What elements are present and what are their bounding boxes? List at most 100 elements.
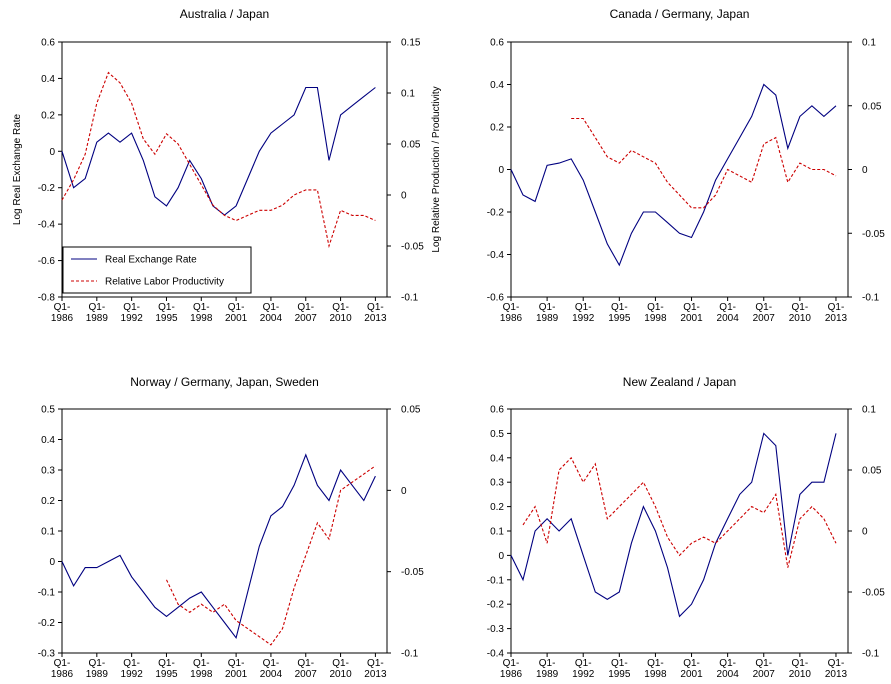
- legend-box: [62, 246, 252, 294]
- y-tick-label: 0.2: [490, 123, 504, 134]
- x-tick-label: Q1-2007: [753, 302, 776, 324]
- y-tick-label: 0: [498, 551, 504, 562]
- y-tick-label: -0.6: [487, 293, 505, 304]
- x-tick-label: Q1-1995: [155, 302, 178, 324]
- x-tick-label: Q1-2004: [717, 302, 740, 324]
- x-tick-label: Q1-1989: [536, 302, 559, 324]
- y2-tick-label: -0.1: [862, 649, 880, 660]
- y-tick-label: 0: [49, 557, 55, 568]
- y-tick-label: 0.1: [41, 527, 55, 538]
- x-tick-label: Q1-1998: [644, 658, 667, 680]
- legend-label: Relative Labor Productivity: [105, 277, 224, 288]
- x-tick-label: Q1-2004: [260, 302, 283, 324]
- x-tick-label: Q1-2001: [680, 658, 703, 680]
- x-tick-label: Q1-1992: [572, 658, 595, 680]
- y2-tick-label: 0: [862, 527, 868, 538]
- x-tick-label: Q1-2007: [295, 658, 318, 680]
- chart-title: Canada / Germany, Japan: [610, 7, 750, 21]
- x-tick-label: Q1-2013: [825, 302, 848, 324]
- series-line: [61, 453, 376, 640]
- x-tick-label: Q1-1986: [51, 302, 74, 324]
- x-tick-label: Q1-1989: [536, 658, 559, 680]
- y-tick-label: -0.8: [38, 293, 56, 304]
- series-line: [510, 83, 837, 267]
- y-tick-label: 0.4: [41, 74, 55, 85]
- x-tick-label: Q1-1995: [155, 658, 178, 680]
- series-line: [61, 71, 376, 249]
- y2-tick-label: 0: [401, 486, 407, 497]
- x-tick-label: Q1-2013: [825, 658, 848, 680]
- y-tick-label: -0.4: [487, 250, 505, 261]
- y2-tick-label: -0.1: [862, 293, 880, 304]
- series-line: [166, 465, 376, 646]
- x-tick-label: Q1-2010: [789, 658, 812, 680]
- y2-tick-label: -0.1: [401, 649, 419, 660]
- x-tick-label: Q1-1989: [86, 302, 109, 324]
- y-tick-label: 0.6: [490, 405, 504, 416]
- x-tick-label: Q1-2013: [364, 302, 387, 324]
- y-tick-label: -0.1: [487, 575, 505, 586]
- x-tick-label: Q1-1989: [86, 658, 109, 680]
- y-tick-label: -0.4: [487, 649, 505, 660]
- y2-tick-label: 0.1: [401, 89, 415, 100]
- chart-title: New Zealand / Japan: [623, 375, 736, 389]
- y-tick-label: 0.2: [490, 502, 504, 513]
- y-tick-label: -0.4: [38, 220, 56, 231]
- x-tick-label: Q1-1986: [500, 302, 523, 324]
- chart-title: Norway / Germany, Japan, Sweden: [130, 375, 319, 389]
- y2-tick-label: 0.05: [862, 101, 882, 112]
- y-tick-label: 0.5: [41, 405, 55, 416]
- x-tick-label: Q1-1986: [51, 658, 74, 680]
- series-line: [522, 456, 837, 568]
- y2-tick-label: -0.05: [862, 588, 885, 599]
- x-tick-label: Q1-2010: [329, 302, 352, 324]
- x-tick-label: Q1-2010: [329, 658, 352, 680]
- x-tick-label: Q1-2001: [680, 302, 703, 324]
- y-tick-label: -0.3: [38, 649, 56, 660]
- y2-tick-label: 0.1: [862, 405, 876, 416]
- y2-tick-label: 0.15: [401, 38, 421, 49]
- x-tick-label: Q1-1998: [190, 302, 213, 324]
- y-tick-label: -0.2: [487, 600, 505, 611]
- chart-title: Australia / Japan: [180, 7, 269, 21]
- series-line: [510, 432, 837, 618]
- x-tick-label: Q1-2001: [225, 658, 248, 680]
- x-tick-label: Q1-1998: [190, 658, 213, 680]
- y-tick-label: -0.1: [38, 588, 56, 599]
- y2-tick-label: -0.05: [401, 242, 424, 253]
- y-tick-label: 0: [49, 147, 55, 158]
- y-tick-label: 0: [498, 165, 504, 176]
- y2-tick-label: 0.1: [862, 38, 876, 49]
- y-tick-label: 0.6: [490, 38, 504, 49]
- plot-frame: [510, 41, 849, 298]
- y-axis-label: Log Real Exchange Rate: [12, 113, 23, 225]
- x-tick-label: Q1-2007: [753, 658, 776, 680]
- y2-tick-label: 0: [401, 191, 407, 202]
- y-tick-label: -0.2: [38, 618, 56, 629]
- x-tick-label: Q1-1992: [121, 658, 144, 680]
- y2-tick-label: 0.05: [401, 140, 421, 151]
- x-tick-label: Q1-2010: [789, 302, 812, 324]
- series-line: [571, 117, 837, 209]
- x-tick-label: Q1-1995: [608, 302, 631, 324]
- y-tick-label: 0.6: [41, 38, 55, 49]
- y2-tick-label: 0: [862, 165, 868, 176]
- x-tick-label: Q1-2007: [295, 302, 318, 324]
- x-tick-label: Q1-1998: [644, 302, 667, 324]
- x-tick-label: Q1-2004: [717, 658, 740, 680]
- x-tick-label: Q1-1992: [121, 302, 144, 324]
- y2-tick-label: -0.05: [862, 229, 885, 240]
- y-tick-label: 0.4: [490, 453, 504, 464]
- x-tick-label: Q1-1992: [572, 302, 595, 324]
- y2-tick-label: -0.1: [401, 293, 419, 304]
- x-tick-label: Q1-2001: [225, 302, 248, 324]
- y2-tick-label: 0.05: [862, 466, 882, 477]
- x-tick-label: Q1-2013: [364, 658, 387, 680]
- y2-axis-label: Log Relative Production / Productivity: [431, 86, 442, 252]
- y-tick-label: -0.2: [487, 208, 505, 219]
- y-tick-label: 0.1: [490, 527, 504, 538]
- plot-frame: [61, 408, 388, 654]
- y-tick-label: -0.2: [38, 183, 56, 194]
